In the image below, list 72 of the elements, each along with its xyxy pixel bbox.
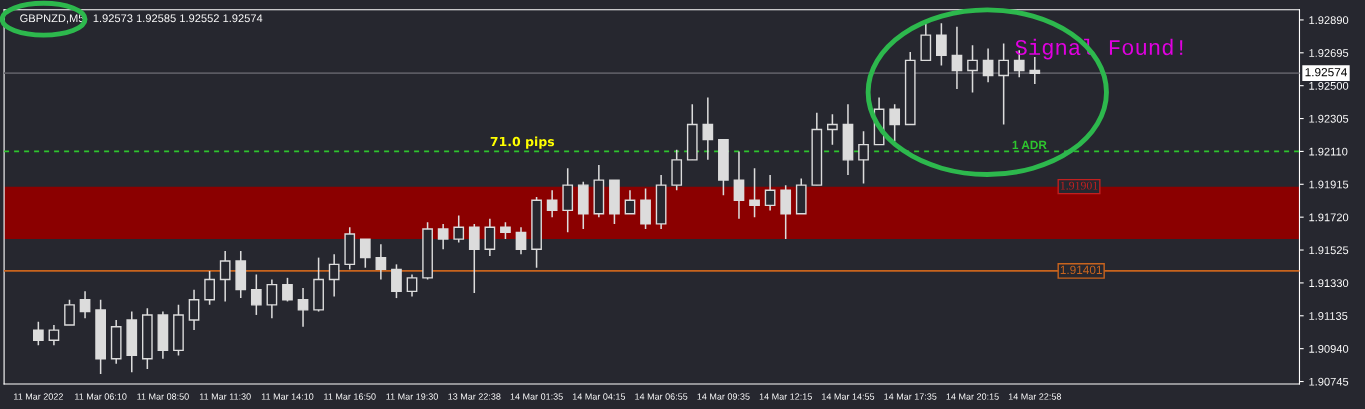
x-tick-label: 14 Mar 14:55 — [822, 393, 875, 400]
x-tick-label: 14 Mar 09:35 — [697, 393, 750, 400]
candlestick — [982, 47, 994, 84]
x-tick-label: 11 Mar 19:30 — [386, 393, 438, 400]
band-label: 1.91901 — [1060, 181, 1098, 190]
y-tick-label: 1.92500 — [1309, 81, 1349, 90]
candlestick — [468, 223, 480, 294]
candlestick — [188, 288, 200, 331]
x-tick-label: 11 Mar 11:30 — [199, 393, 251, 400]
annotation: 71.0 pips — [490, 136, 555, 149]
candlestick — [640, 187, 651, 230]
x-tick-label: 11 Mar 08:50 — [137, 393, 189, 400]
candlestick — [515, 226, 527, 256]
candlestick — [936, 22, 947, 67]
y-tick-label: 1.92305 — [1309, 114, 1349, 123]
y-tick-label: 1.91525 — [1309, 246, 1349, 255]
candlestick — [406, 273, 418, 298]
candlestick — [204, 270, 215, 306]
x-tick-label: 11 Mar 14:10 — [261, 393, 314, 400]
x-tick-label: 11 Mar 2022 — [14, 393, 63, 400]
candlestick — [282, 277, 293, 303]
y-tick-label: 1.90940 — [1309, 344, 1349, 353]
candlestick — [484, 218, 496, 257]
ref-line-label: 1 ADR — [1012, 140, 1047, 149]
candlestick — [749, 167, 760, 218]
x-tick-label: 14 Mar 20:15 — [946, 393, 999, 400]
candlestick — [951, 25, 963, 90]
y-tick-label: 1.92695 — [1309, 49, 1349, 57]
y-tick-label: 1.91330 — [1309, 279, 1349, 288]
candlestick — [453, 214, 465, 244]
candlestick — [375, 243, 387, 281]
y-tick-label: 1.91135 — [1309, 312, 1348, 320]
candlestick — [702, 96, 714, 161]
candlestick — [359, 238, 371, 269]
candlestick — [297, 287, 309, 328]
y-tick-label: 1.91915 — [1309, 180, 1349, 189]
x-tick-label: 14 Mar 01:35 — [510, 393, 563, 400]
candlestick — [733, 150, 745, 220]
x-tick-label: 11 Mar 06:10 — [75, 393, 127, 400]
candlestick — [967, 44, 978, 94]
candlestick — [32, 320, 44, 347]
candlestick — [250, 273, 262, 316]
ref-line-label: 1.92574 — [1305, 68, 1347, 77]
y-tick-label: 1.91720 — [1309, 213, 1349, 222]
candlestick — [998, 42, 1010, 126]
candlestick — [48, 324, 60, 347]
candlestick — [219, 250, 231, 303]
x-tick-label: 11 Mar 16:50 — [324, 393, 376, 400]
candlestick — [827, 113, 838, 146]
y-tick-label: 1.92110 — [1309, 147, 1348, 156]
x-tick-label: 13 Mar 22:38 — [448, 393, 501, 400]
candlestick — [889, 103, 901, 143]
candlestick — [79, 290, 91, 320]
x-tick-label: 14 Mar 06:55 — [635, 393, 688, 400]
candlestick — [64, 298, 75, 326]
x-tick-label: 14 Mar 22:58 — [1008, 393, 1062, 400]
candlestick — [266, 278, 278, 320]
candlestick — [858, 130, 869, 185]
y-tick-label: 1.90745 — [1309, 377, 1349, 386]
y-tick-label: 1.92890 — [1309, 16, 1349, 25]
candlestick — [780, 184, 792, 240]
chart-subtitle: 1.92573 1.92585 1.92552 1.92574 — [93, 14, 263, 23]
candlestick — [391, 263, 402, 299]
candlestick — [328, 253, 340, 298]
x-tick-label: 14 Mar 17:35 — [884, 393, 937, 400]
x-tick-label: 14 Mar 04:15 — [572, 393, 626, 400]
chart-title: GBPNZD,M5 — [20, 14, 84, 24]
x-tick-label: 14 Mar 12:15 — [759, 393, 812, 400]
ref-line-label: 1.91401 — [1060, 265, 1102, 275]
candlestick — [764, 174, 776, 212]
candlestick — [546, 189, 558, 218]
candlestick — [437, 223, 449, 250]
